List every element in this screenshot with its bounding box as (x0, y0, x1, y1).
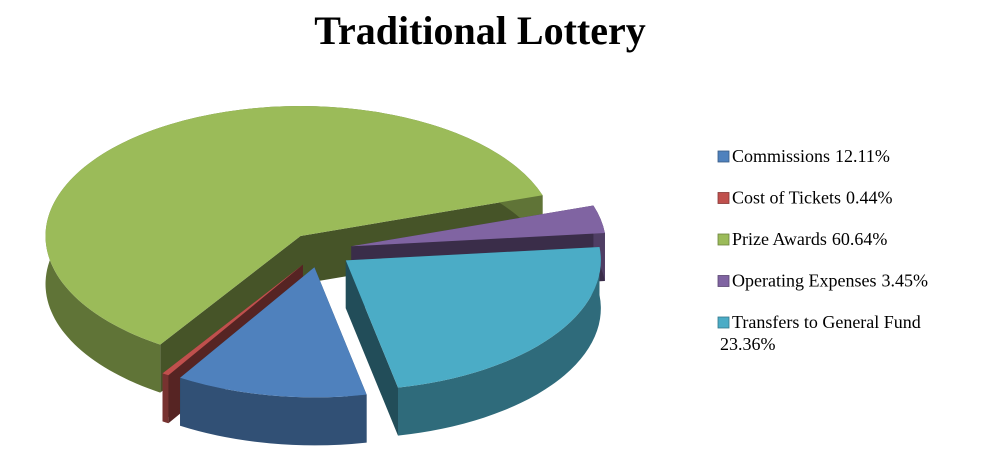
slice-top (351, 205, 605, 247)
legend-swatch (717, 192, 730, 204)
legend-label: Cost of Tickets 0.44% (732, 188, 893, 208)
legend-name: Operating Expenses (732, 271, 876, 291)
chart-title: Traditional Lottery (314, 8, 645, 53)
slice-top (345, 247, 601, 388)
legend-label: Operating Expenses 3.45% (732, 271, 928, 291)
slice (345, 247, 601, 436)
legend-label: Commissions 12.11% (732, 146, 890, 166)
slice-top (162, 264, 303, 376)
slice-top (45, 106, 543, 345)
legend-name: Cost of Tickets (732, 188, 841, 208)
legend-swatch (717, 233, 730, 246)
legend-value: 3.45% (881, 271, 928, 291)
legend-name: Commissions (732, 146, 830, 166)
legend-name: Prize Awards (732, 229, 827, 249)
legend-name: Transfers to General Fund (732, 312, 921, 332)
slice-side (162, 373, 169, 424)
legend-swatch (717, 150, 730, 163)
legend-swatch (717, 316, 730, 329)
slice-top (180, 267, 367, 398)
legend-value: 0.44% (846, 188, 893, 208)
legend-label: Transfers to General Fund 23.36% (720, 312, 921, 354)
slice-side (398, 247, 601, 436)
legend-label: Prize Awards 60.64% (732, 229, 887, 249)
legend-value: 60.64% (832, 229, 888, 249)
legend-swatch (717, 275, 730, 287)
slice (180, 267, 367, 446)
slice-wall (345, 260, 398, 436)
slice-side (180, 377, 367, 446)
legend-value: 12.11% (835, 146, 890, 166)
legend-value: 23.36% (720, 334, 776, 354)
